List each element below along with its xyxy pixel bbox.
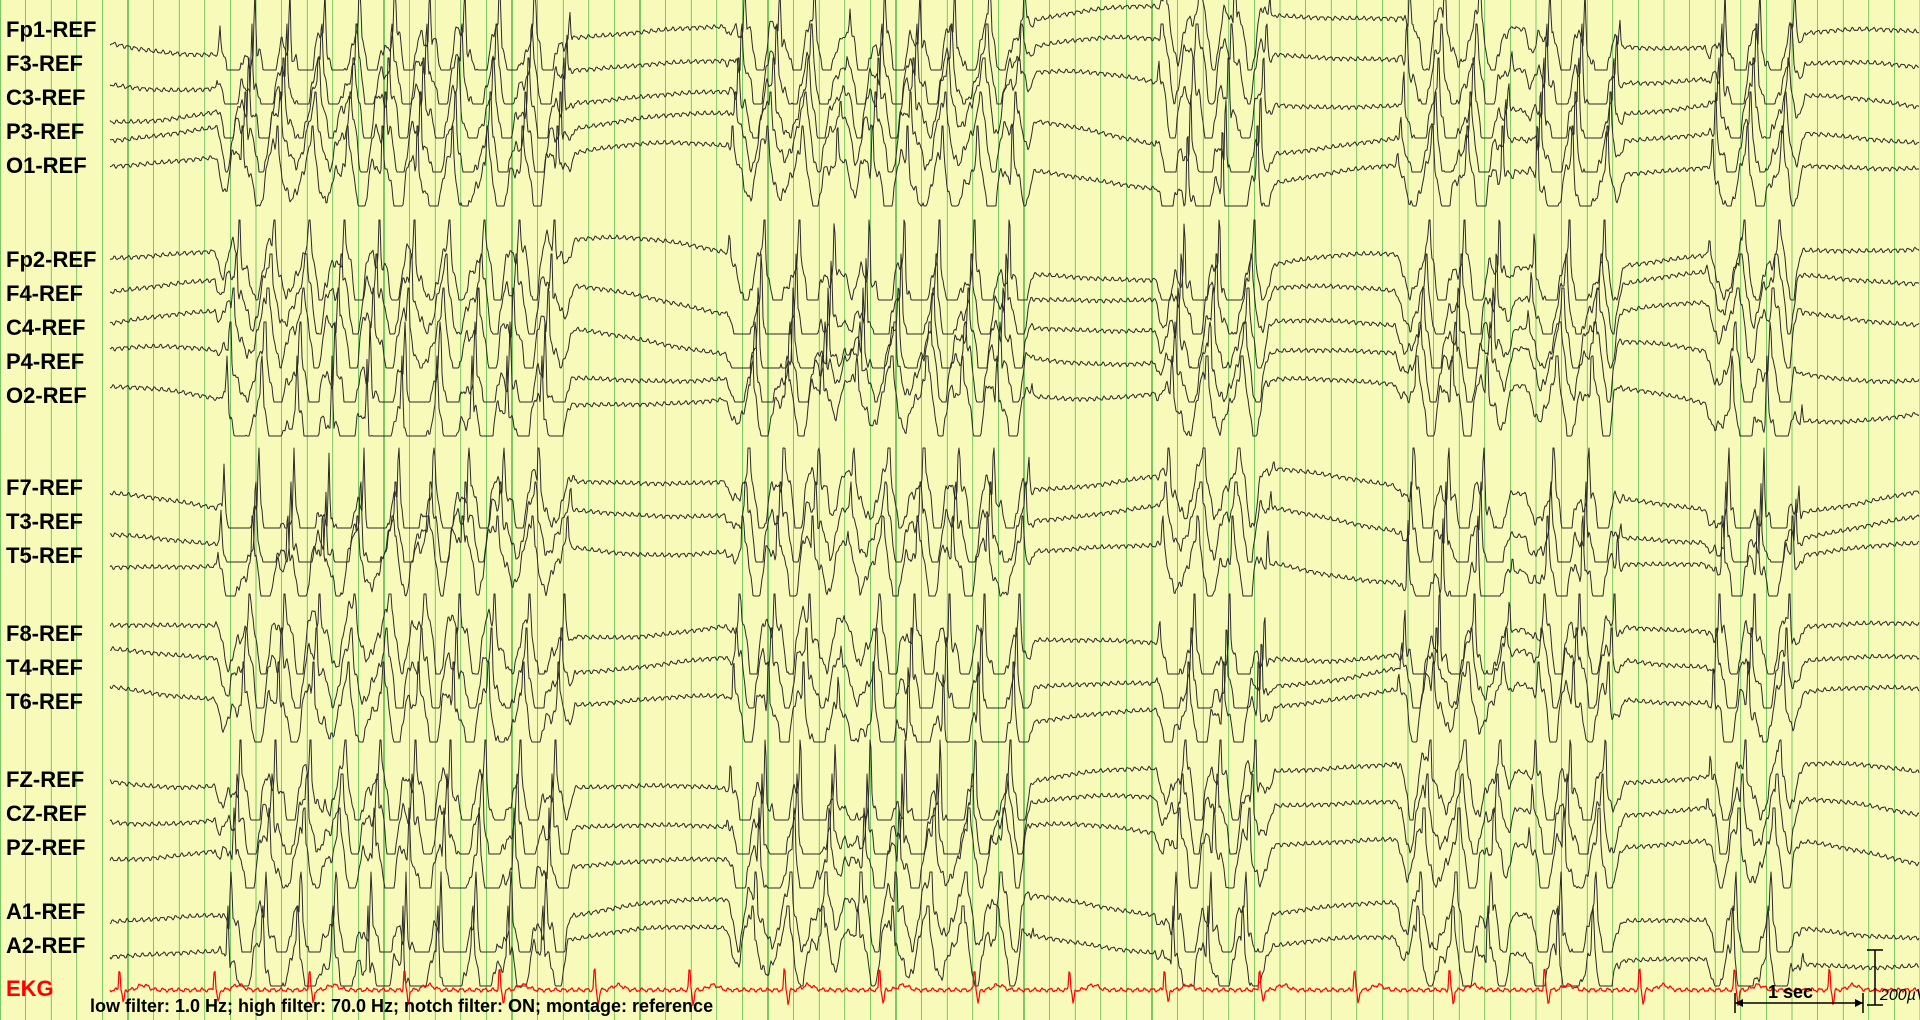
ekg-label: EKG [6,976,54,1001]
channel-label: F4-REF [6,281,83,306]
channel-label: CZ-REF [6,801,87,826]
channel-label: Fp1-REF [6,17,96,42]
channel-label: T4-REF [6,655,83,680]
channel-label: FZ-REF [6,767,84,792]
channel-label: A2-REF [6,933,85,958]
channel-label: T6-REF [6,689,83,714]
channel-label: Fp2-REF [6,247,96,272]
channel-label: P4-REF [6,349,84,374]
channel-label: C4-REF [6,315,85,340]
channel-label: F3-REF [6,51,83,76]
channel-label: F8-REF [6,621,83,646]
channel-label: P3-REF [6,119,84,144]
channel-label: F7-REF [6,475,83,500]
amplitude-scale-label: 200µV [1879,987,1920,1004]
channel-label: A1-REF [6,899,85,924]
channel-label: O1-REF [6,153,87,178]
channel-label: O2-REF [6,383,87,408]
channel-label: PZ-REF [6,835,85,860]
filter-settings-text: low filter: 1.0 Hz; high filter: 70.0 Hz… [90,996,713,1016]
time-scale-label: 1 sec [1768,982,1813,1002]
channel-label: C3-REF [6,85,85,110]
eeg-display: Fp1-REF F3-REF C3-REF P3-REF O1-REF Fp2-REF F4… [0,0,1920,1020]
channel-label: T3-REF [6,509,83,534]
channel-label: T5-REF [6,543,83,568]
